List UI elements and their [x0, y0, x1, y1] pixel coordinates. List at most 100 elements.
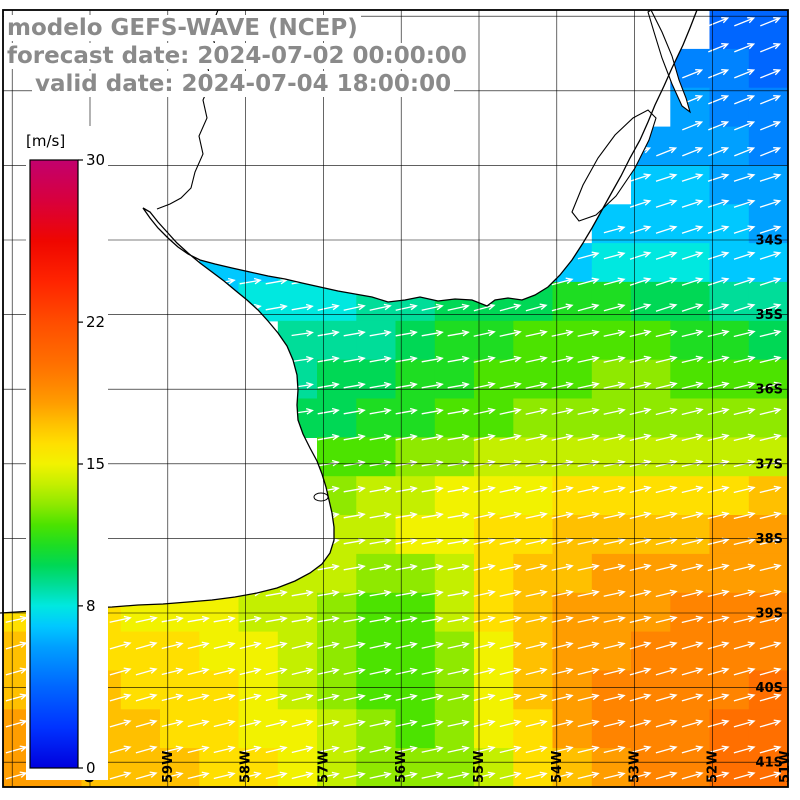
wave-cell — [552, 748, 593, 787]
wind-arrow — [239, 719, 262, 728]
wave-cell — [317, 670, 357, 710]
valid-date: valid date: 2024-07-04 18:00:00 — [32, 71, 455, 97]
wind-arrow — [213, 719, 236, 728]
wind-arrow — [291, 667, 314, 676]
wave-cell — [631, 281, 671, 322]
wave-cell — [748, 476, 788, 516]
wave-cell — [631, 320, 671, 361]
wave-cell — [238, 592, 279, 633]
wind-arrow — [421, 667, 444, 675]
wave-cell — [474, 320, 514, 361]
wind-arrow — [265, 615, 288, 623]
wave-cell — [395, 476, 436, 516]
wind-arrow — [239, 771, 262, 780]
wind-arrow — [551, 537, 574, 545]
wave-cell — [474, 398, 514, 438]
wind-arrow — [369, 407, 392, 415]
wind-arrow — [499, 329, 522, 337]
wind-arrow — [317, 433, 340, 441]
wave-cell — [199, 631, 240, 672]
wind-arrow — [499, 381, 522, 389]
lat-label: 40S — [756, 681, 783, 696]
wave-cell — [709, 87, 750, 128]
wind-arrow — [708, 17, 730, 27]
wind-arrow — [473, 615, 496, 623]
wave-cell — [670, 670, 711, 710]
wave-cell — [591, 592, 632, 633]
wind-arrow — [603, 771, 626, 780]
wind-arrow — [759, 277, 782, 286]
wind-arrow — [577, 641, 600, 650]
wave-cell — [748, 748, 788, 787]
wind-arrow — [447, 485, 470, 493]
wind-arrow — [577, 407, 600, 415]
wind-arrow — [603, 641, 626, 650]
wind-arrow — [682, 69, 704, 79]
wind-arrow — [525, 589, 548, 597]
lon-label: 54W — [550, 751, 565, 783]
wind-arrow — [760, 147, 782, 157]
wave-cell — [748, 87, 788, 128]
wind-arrow — [759, 589, 782, 598]
wave-cell — [591, 631, 632, 672]
wave-cell — [395, 320, 436, 361]
wind-arrow — [473, 771, 496, 780]
wave-cell — [552, 553, 593, 594]
wind-arrow — [447, 719, 470, 727]
wind-arrow — [473, 485, 496, 493]
wind-arrow — [708, 95, 730, 105]
axis-labels: 34S35S36S37S38S39S40S41S60W59W58W57W56W5… — [83, 234, 793, 784]
wind-arrow — [551, 745, 574, 754]
wind-arrow — [629, 329, 652, 338]
wave-cell — [474, 670, 514, 710]
coastline — [0, 9, 698, 614]
wave-cell — [670, 126, 711, 167]
wind-arrow — [161, 693, 184, 702]
lat-label: 34S — [756, 234, 783, 249]
colorbar-tick-label: 0 — [86, 759, 96, 777]
wind-arrow — [499, 719, 522, 728]
wind-arrow — [317, 615, 340, 623]
wind-arrow — [317, 771, 340, 779]
wave-cell — [238, 709, 279, 749]
lon-label: 52W — [705, 751, 720, 783]
wind-arrow — [395, 355, 418, 363]
wave-cell — [356, 320, 397, 361]
wind-arrow — [213, 693, 236, 702]
colorbar-tick-label: 15 — [86, 455, 105, 473]
wave-cell — [552, 670, 593, 710]
wave-cell — [317, 359, 357, 400]
wind-arrow — [421, 537, 444, 545]
wave-cell — [631, 553, 671, 594]
lat-label: 38S — [756, 532, 783, 547]
wind-arrow — [499, 537, 522, 545]
wind-arrow — [395, 641, 418, 649]
wind-arrow — [551, 641, 574, 650]
wind-arrow — [707, 485, 730, 494]
wind-arrow — [499, 355, 522, 363]
wind-arrow — [343, 719, 366, 727]
wind-arrow — [759, 511, 782, 520]
wind-arrow — [135, 745, 158, 754]
wind-arrow — [213, 745, 236, 754]
wind-arrow — [577, 277, 600, 286]
wave-cell — [474, 553, 514, 594]
wind-arrow — [707, 407, 730, 416]
wind-arrow — [681, 303, 704, 312]
wind-arrow — [577, 251, 600, 260]
wind-arrow — [629, 407, 652, 416]
wind-arrow — [707, 251, 730, 260]
wind-arrow — [603, 485, 626, 493]
wind-arrow — [291, 303, 314, 311]
wind-arrow — [577, 355, 600, 363]
wave-cell — [434, 437, 475, 477]
wind-arrow — [499, 589, 522, 597]
wind-arrow — [603, 381, 626, 389]
wind-arrow — [473, 511, 496, 519]
wave-cell — [748, 48, 788, 89]
wind-arrow — [369, 563, 392, 571]
wave-cell — [748, 709, 788, 749]
wind-arrow — [603, 667, 626, 676]
wind-arrow — [681, 771, 704, 780]
wave-cell — [709, 10, 750, 50]
